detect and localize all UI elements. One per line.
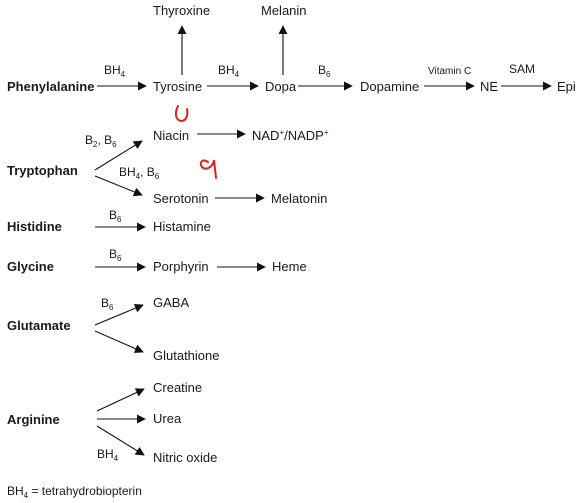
tyrosine-label: Tyrosine [153, 79, 202, 94]
glutamate-to-gaba-arrow [94, 303, 144, 326]
arginine-label: Arginine [7, 412, 60, 427]
porphyrin-label: Porphyrin [153, 259, 209, 274]
b6-cofactor: B6 [109, 208, 122, 224]
tryptophan-label: Tryptophan [7, 163, 78, 178]
glycine-label: Glycine [7, 259, 54, 274]
dopamine-label: Dopamine [360, 79, 419, 94]
glutamate-label: Glutamate [7, 318, 71, 333]
serotonin-label: Serotonin [153, 191, 209, 206]
niacin-label: Niacin [153, 128, 189, 143]
sam-cofactor: SAM [509, 62, 535, 76]
nad-nadp-label: NAD+/NADP+ [252, 128, 329, 143]
glutathione-label: Glutathione [153, 348, 220, 363]
arginine-to-nitric-oxide-arrow [96, 425, 145, 456]
histamine-label: Histamine [153, 219, 211, 234]
b6-cofactor: B6 [109, 247, 122, 263]
b6-cofactor: B6 [101, 296, 114, 312]
creatine-label: Creatine [153, 380, 202, 395]
b6-cofactor: B6 [318, 63, 331, 79]
bh4-b6-cofactor: BH4, B6 [119, 165, 160, 181]
urea-label: Urea [153, 411, 182, 426]
bh4-cofactor: BH4 [104, 63, 126, 79]
red-annotation-mark [199, 159, 217, 179]
glutamate-to-glutathione-arrow [94, 330, 144, 353]
thyroxine-label: Thyroxine [153, 3, 210, 18]
bh4-cofactor: BH4 [97, 447, 119, 463]
bh4-cofactor: BH4 [218, 63, 240, 79]
red-annotation-mark [174, 105, 189, 123]
histidine-label: Histidine [7, 219, 62, 234]
arginine-to-creatine-arrow [96, 388, 145, 412]
b2-b6-cofactor: B2, B6 [85, 133, 117, 149]
vitamin-c-cofactor: Vitamin C [428, 66, 471, 77]
footnote: BH4 = tetrahydrobiopterin [7, 484, 142, 500]
ne-label: NE [480, 79, 498, 94]
dopa-label: Dopa [265, 79, 297, 94]
tryptophan-to-serotonin-arrow [94, 175, 143, 197]
melatonin-label: Melatonin [271, 191, 327, 206]
gaba-label: GABA [153, 295, 189, 310]
heme-label: Heme [272, 259, 307, 274]
phenylalanine-label: Phenylalanine [7, 79, 94, 94]
melanin-label: Melanin [261, 3, 307, 18]
tryptophan-to-niacin-arrow [94, 140, 143, 171]
epi-label: Epi [557, 79, 576, 94]
nitric-oxide-label: Nitric oxide [153, 450, 217, 465]
